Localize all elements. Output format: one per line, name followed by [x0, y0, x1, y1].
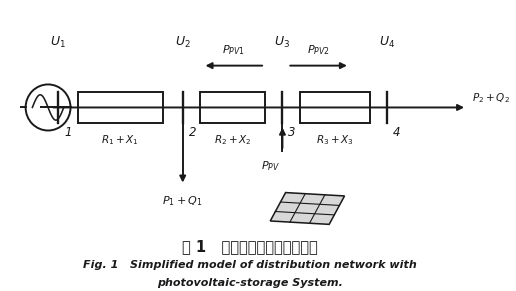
- Text: $P_{PV}$: $P_{PV}$: [261, 159, 280, 173]
- Bar: [78, 92, 163, 123]
- Text: photovoltaic-storage System.: photovoltaic-storage System.: [157, 278, 343, 288]
- Text: 1: 1: [64, 126, 72, 139]
- Text: $U_2$: $U_2$: [175, 35, 190, 50]
- Text: $P_1+Q_1$: $P_1+Q_1$: [163, 194, 203, 208]
- Ellipse shape: [26, 84, 71, 130]
- Bar: [300, 92, 370, 123]
- Text: 图 1   含光储配电系统简化模型: 图 1 含光储配电系统简化模型: [182, 239, 318, 254]
- Bar: [200, 92, 265, 123]
- Text: $U_4$: $U_4$: [379, 35, 395, 50]
- Text: Fig. 1   Simplified model of distribution network with: Fig. 1 Simplified model of distribution …: [83, 260, 417, 270]
- Text: $U_1$: $U_1$: [50, 35, 66, 50]
- Text: $R_2+X_2$: $R_2+X_2$: [214, 134, 251, 147]
- Text: 3: 3: [288, 126, 296, 139]
- Polygon shape: [270, 193, 345, 224]
- Text: $R_3+X_3$: $R_3+X_3$: [316, 134, 354, 147]
- Text: $P_{PV2}$: $P_{PV2}$: [307, 43, 330, 57]
- Text: $R_1+X_1$: $R_1+X_1$: [102, 134, 139, 147]
- Text: 2: 2: [189, 126, 196, 139]
- Text: $U_3$: $U_3$: [275, 35, 291, 50]
- Text: $P_{PV1}$: $P_{PV1}$: [222, 43, 245, 57]
- Text: $P_2+Q_2$: $P_2+Q_2$: [472, 91, 510, 104]
- Text: 4: 4: [393, 126, 400, 139]
